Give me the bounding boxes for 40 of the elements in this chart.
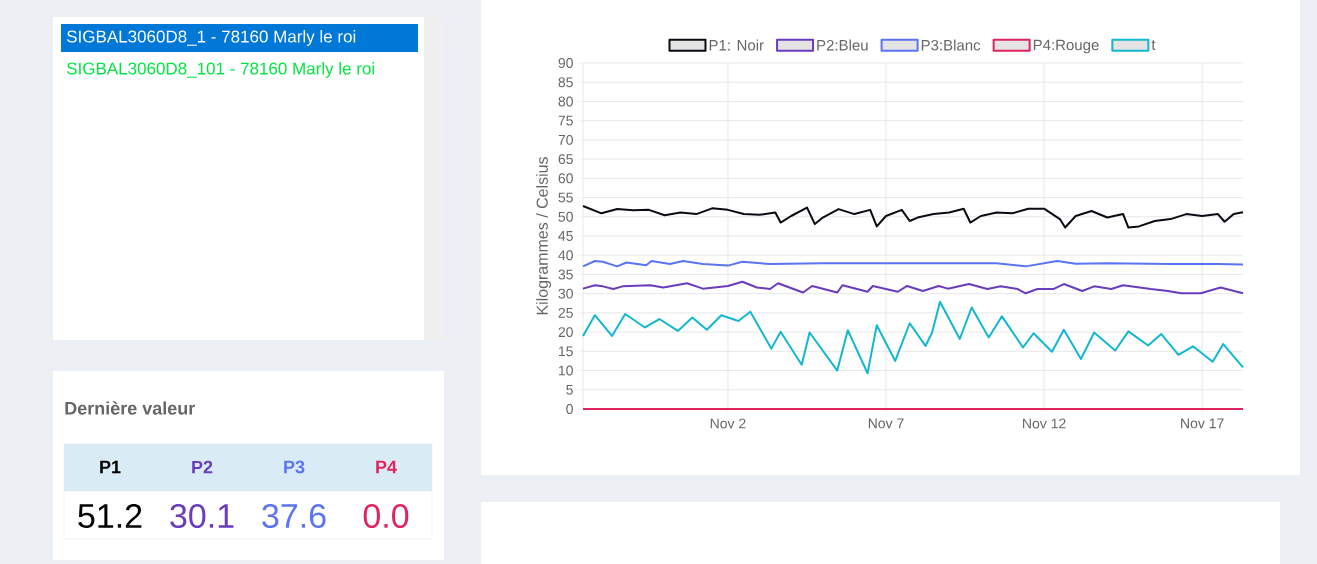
text: SIGBAL3060D8_101 - 78160 Marly le roi xyxy=(66,62,375,78)
y-tick-label: 45 xyxy=(558,231,573,241)
y-tick-label: 85 xyxy=(558,77,573,88)
y-tick-label: 50 xyxy=(558,211,573,222)
y-tick-label: 15 xyxy=(558,346,573,357)
y-tick-label: 30 xyxy=(558,288,573,299)
y-tick-label: 25 xyxy=(558,307,573,318)
x-tick-label: Nov 7 xyxy=(868,418,904,429)
text: 30.1 xyxy=(170,503,234,529)
legend-label: P4:Rouge xyxy=(1033,39,1099,54)
x-tick-label: Nov 2 xyxy=(710,418,746,429)
y-tick-label: 65 xyxy=(558,154,573,165)
y-tick-label: 20 xyxy=(558,327,573,338)
legend-label: t xyxy=(1151,40,1156,50)
y-tick-label: 5 xyxy=(566,384,573,395)
y-tick-label: 75 xyxy=(558,115,573,126)
text: 37.6 xyxy=(262,503,326,529)
category-label: P3 xyxy=(284,460,305,474)
text: 51.2 xyxy=(78,503,142,529)
x-tick-label: Nov 12 xyxy=(1023,418,1066,429)
y-tick-label: 70 xyxy=(558,134,573,145)
y-tick-label: 40 xyxy=(558,250,573,261)
text: SIGBAL3060D8_1 - 78160 Marly le roi xyxy=(66,30,356,46)
y-tick-label: 10 xyxy=(558,365,573,376)
y-tick-label: 80 xyxy=(558,96,573,107)
legend-label: P1: Noir xyxy=(709,39,764,51)
category-label: P4 xyxy=(376,460,397,474)
legend-label: P2:Bleu xyxy=(817,39,868,51)
y-axis-title: Kilogrammes / Celsius xyxy=(536,157,552,315)
category-label: P2 xyxy=(192,460,213,474)
y-tick-label: 35 xyxy=(558,269,573,280)
y-tick-label: 0 xyxy=(566,404,573,414)
y-tick-label: 55 xyxy=(558,192,573,203)
y-tick-label: 60 xyxy=(558,173,573,184)
legend-label: P3:Blanc xyxy=(921,39,981,51)
x-tick-label: Nov 17 xyxy=(1181,418,1224,429)
text: Dernière valeur xyxy=(65,401,195,415)
category-label: P1 xyxy=(100,460,121,474)
text: 0.0 xyxy=(363,503,409,529)
y-tick-label: 90 xyxy=(558,58,573,68)
